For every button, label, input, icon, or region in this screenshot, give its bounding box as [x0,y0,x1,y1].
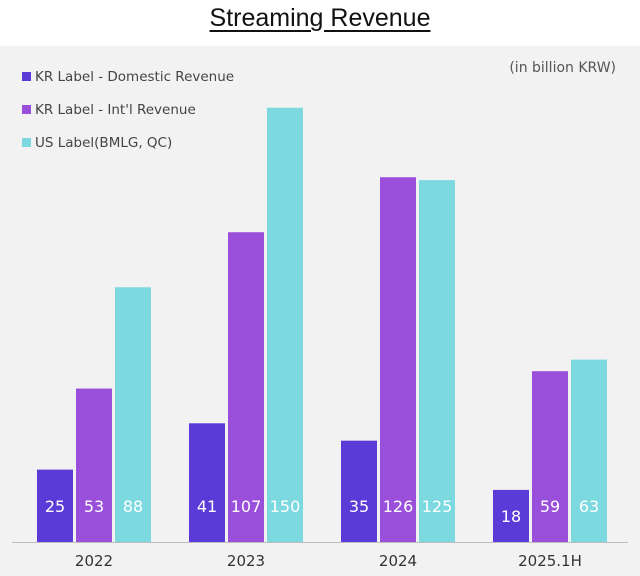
legend-label-us: US Label(BMLG, QC) [35,134,173,151]
bar-2025.1H-series-1 [532,371,568,542]
data-label-2023-series-1: 107 [231,497,262,516]
legend-swatch-us [22,138,31,147]
unit-note: (in billion KRW) [509,60,616,76]
data-label-2025.1H-series-0: 18 [501,507,521,526]
x-tick-label-2023: 2023 [227,552,265,570]
data-label-2022-series-0: 25 [45,497,65,516]
legend-label-intl: KR Label - Int'l Revenue [35,101,196,118]
data-label-2024-series-0: 35 [349,497,369,516]
x-tick-label-2025.1H: 2025.1H [518,552,582,570]
data-label-2022-series-1: 53 [84,497,104,516]
x-tick-label-2022: 2022 [75,552,113,570]
legend-item-intl: KR Label - Int'l Revenue [22,93,234,126]
data-label-2024-series-2: 125 [422,497,453,516]
bar-2022-series-0 [37,469,73,542]
bar-2024-series-2 [419,180,455,542]
data-label-2025.1H-series-2: 63 [579,497,599,516]
bar-2023-series-1 [228,232,264,543]
bar-2024-series-1 [380,177,416,543]
data-label-2024-series-1: 126 [383,497,414,516]
bar-2025.1H-series-0 [493,489,529,542]
bar-2023-series-0 [189,423,225,542]
data-label-2022-series-2: 88 [123,497,143,516]
bar-2024-series-0 [341,440,377,542]
legend-label-domestic: KR Label - Domestic Revenue [35,68,235,85]
data-label-2023-series-2: 150 [270,497,301,516]
bar-2022-series-1 [76,388,112,542]
data-label-2023-series-0: 41 [197,497,217,516]
legend-swatch-intl [22,105,31,114]
chart-title: Streaming Revenue [209,4,431,32]
legend-item-domestic: KR Label - Domestic Revenue [22,60,234,93]
bar-2022-series-2 [115,287,151,542]
legend-item-us: US Label(BMLG, QC) [22,126,234,159]
data-label-2025.1H-series-1: 59 [540,497,560,516]
bar-2025.1H-series-2 [571,359,607,542]
bar-2023-series-2 [267,107,303,542]
x-tick-label-2024: 2024 [379,552,417,570]
legend: KR Label - Domestic Revenue KR Label - I… [22,60,234,159]
legend-swatch-domestic [22,72,31,81]
